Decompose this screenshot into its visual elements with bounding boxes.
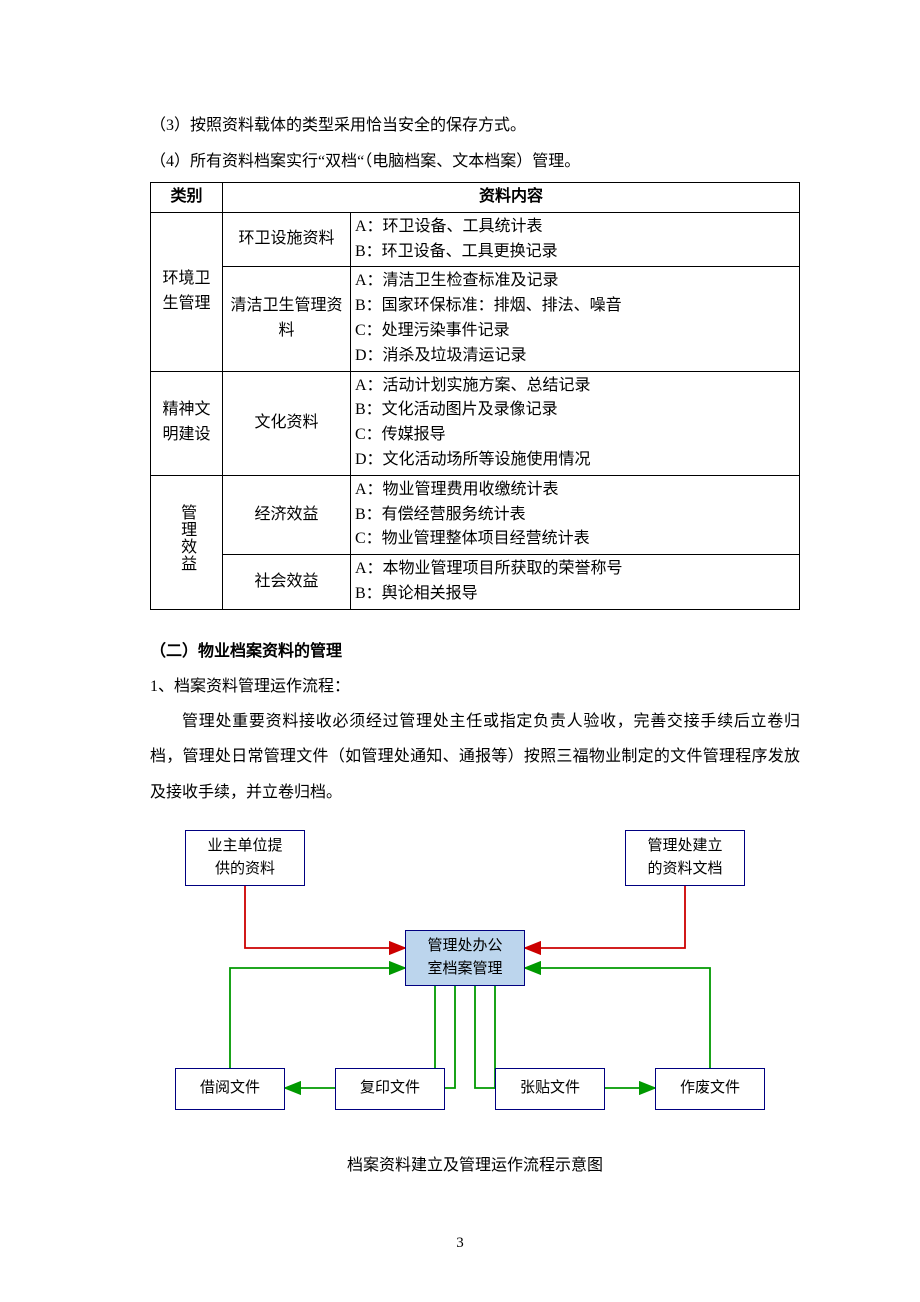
table-subcategory-cell: 经济效益 (223, 475, 351, 554)
flowchart-node-src_right: 管理处建立的资料文档 (625, 830, 745, 886)
table-content-cell: A：本物业管理项目所获取的荣誉称号B：舆论相关报导 (351, 555, 800, 610)
page-number: 3 (0, 1235, 920, 1252)
section-2-sub1: 1、档案资料管理运作流程： (150, 669, 800, 704)
flowchart-node-center: 管理处办公室档案管理 (405, 930, 525, 986)
section-2-heading: （二）物业档案资料的管理 (150, 634, 800, 669)
section-2-body: 管理处重要资料接收必须经过管理处主任或指定负责人验收，完善交接手续后立卷归档，管… (150, 704, 800, 810)
table-subcategory-cell: 清洁卫生管理资料 (223, 267, 351, 371)
flowchart-caption: 档案资料建立及管理运作流程示意图 (150, 1150, 800, 1182)
intro-line-4: （4）所有资料档案实行“双档“（电脑档案、文本档案）管理。 (150, 146, 800, 178)
table-content-cell: A：活动计划实施方案、总结记录B：文化活动图片及录像记录C：传媒报导D：文化活动… (351, 371, 800, 475)
table-header-category: 类别 (151, 183, 223, 213)
flowchart-node-out2: 复印文件 (335, 1068, 445, 1110)
table-category-cell: 精神文明建设 (151, 371, 223, 475)
table-content-cell: A：环卫设备、工具统计表B：环卫设备、工具更换记录 (351, 212, 800, 267)
flowchart-node-out3: 张贴文件 (495, 1068, 605, 1110)
table-subcategory-cell: 文化资料 (223, 371, 351, 475)
table-content-cell: A：物业管理费用收缴统计表B：有偿经营服务统计表C：物业管理整体项目经营统计表 (351, 475, 800, 554)
intro-line-3: （3）按照资料载体的类型采用恰当安全的保存方式。 (150, 110, 800, 142)
materials-table: 类别 资料内容 环境卫生管理环卫设施资料A：环卫设备、工具统计表B：环卫设备、工… (150, 182, 800, 610)
flowchart-node-out4: 作废文件 (655, 1068, 765, 1110)
table-category-cell: 管理效益 (151, 475, 223, 609)
table-subcategory-cell: 环卫设施资料 (223, 212, 351, 267)
flowchart: 业主单位提供的资料 管理处建立的资料文档管理处办公室档案管理借阅文件 复印文件 张贴文… (155, 830, 795, 1130)
table-category-cell: 环境卫生管理 (151, 212, 223, 371)
table-subcategory-cell: 社会效益 (223, 555, 351, 610)
table-header-content: 资料内容 (223, 183, 800, 213)
table-content-cell: A：清洁卫生检查标准及记录B：国家环保标准：排烟、排法、噪音C：处理污染事件记录… (351, 267, 800, 371)
flowchart-node-out1: 借阅文件 (175, 1068, 285, 1110)
flowchart-node-src_left: 业主单位提供的资料 (185, 830, 305, 886)
